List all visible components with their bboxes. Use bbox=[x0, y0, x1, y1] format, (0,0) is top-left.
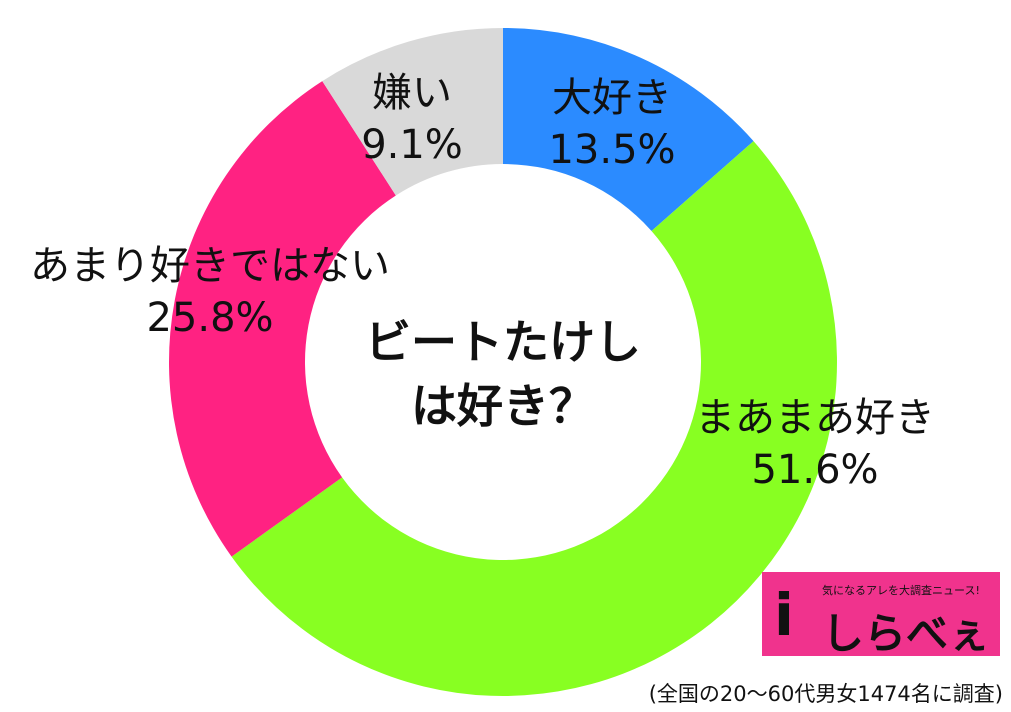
logo-icon: i bbox=[774, 581, 794, 649]
logo-name: しらべぇ bbox=[822, 609, 991, 658]
chart-title-text: ビートたけしは好き？ bbox=[365, 315, 641, 433]
chart-title: ビートたけしは好き？ bbox=[353, 310, 653, 438]
slice-label: 嫌い bbox=[372, 70, 452, 116]
logo-tagline: 気になるアレを大調査ニュース! bbox=[822, 584, 980, 597]
value-label: 13.5% bbox=[548, 127, 675, 173]
slice-label: あまり好きではない bbox=[30, 243, 390, 289]
value-label: 51.6% bbox=[751, 447, 878, 493]
slice-label: まあまあ好き bbox=[695, 395, 935, 441]
donut-slice bbox=[169, 81, 396, 557]
slice-label: 大好き bbox=[552, 75, 672, 121]
donut-slice bbox=[322, 27, 503, 196]
value-label: 25.8% bbox=[146, 295, 273, 341]
donut-slice bbox=[231, 141, 837, 696]
donut-slice bbox=[503, 28, 754, 232]
source-note: (全国の20〜60代男女1474名に調査) bbox=[648, 682, 1003, 706]
logo: i 気になるアレを大調査ニュース! しらべぇ bbox=[762, 572, 1000, 658]
value-label: 9.1% bbox=[361, 122, 463, 168]
